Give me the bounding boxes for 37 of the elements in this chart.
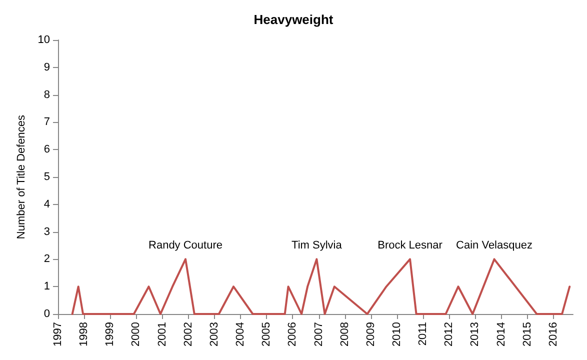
x-tick-label: 2006 <box>286 322 299 346</box>
annotation: Randy Couture <box>148 240 223 252</box>
y-tick-label: 5 <box>44 171 50 183</box>
x-tick-label: 2012 <box>443 322 456 346</box>
annotation: Tim Sylvia <box>292 240 343 252</box>
x-tick-label: 2015 <box>521 322 534 346</box>
annotation: Brock Lesnar <box>378 240 443 252</box>
chart-title: Heavyweight <box>254 12 334 27</box>
y-tick-label: 1 <box>44 280 50 293</box>
y-tick-label: 7 <box>44 116 50 128</box>
y-tick-label: 3 <box>44 226 50 238</box>
x-tick-label: 2001 <box>156 322 168 346</box>
x-tick-label: 1998 <box>78 322 90 346</box>
x-tick-label: 2010 <box>390 322 403 346</box>
x-tick-label: 2016 <box>547 322 560 346</box>
x-tick-label: 2013 <box>469 322 482 346</box>
annotation: Cain Velasquez <box>456 240 532 252</box>
x-tick-label: 1997 <box>52 322 64 346</box>
x-tick-label: 2005 <box>260 322 273 346</box>
y-tick-label: 8 <box>44 88 50 101</box>
y-axis-title: Number of Title Defences <box>15 114 28 240</box>
x-tick-label: 2000 <box>130 322 142 346</box>
y-tick-label: 9 <box>44 61 50 74</box>
x-tick-label: 2008 <box>338 322 351 346</box>
x-tick-label: 2004 <box>234 322 247 346</box>
y-tick-label: 4 <box>44 198 50 210</box>
y-tick-label: 2 <box>44 253 50 266</box>
y-tick-label: 0 <box>44 308 50 320</box>
x-tick-label: 1999 <box>104 322 116 346</box>
y-tick-label: 6 <box>44 144 50 156</box>
x-tick-label: 2011 <box>417 322 430 346</box>
x-tick-label: 2002 <box>182 322 194 346</box>
x-tick-label: 2007 <box>312 322 325 346</box>
y-tick-label: 10 <box>38 34 50 46</box>
x-tick-label: 2014 <box>495 322 508 346</box>
x-tick-label: 2009 <box>364 322 377 346</box>
x-tick-label: 2003 <box>208 322 220 346</box>
